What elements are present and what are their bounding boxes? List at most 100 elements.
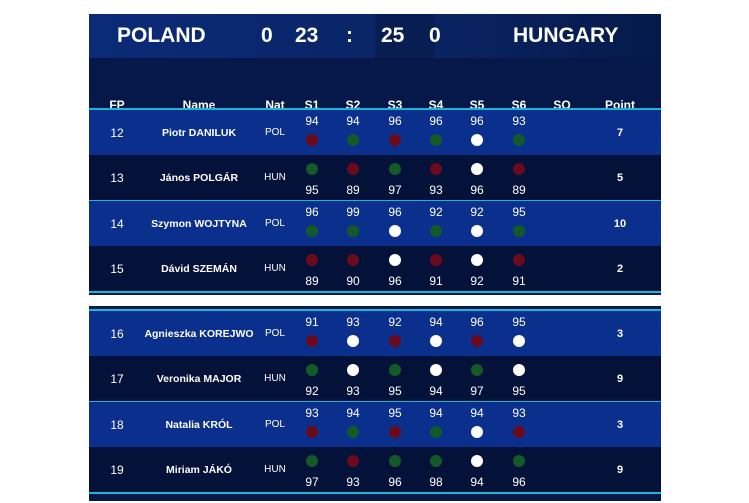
set-result-dot <box>347 335 359 347</box>
set-score: 89 <box>305 274 319 288</box>
set-result-dot <box>471 254 483 266</box>
scoreboard-separator-block <box>375 14 435 58</box>
set-result-dot <box>389 134 401 146</box>
player-name: Veronika MAJOR <box>156 373 242 385</box>
set-result-dot <box>389 364 401 376</box>
table-row: 17 Veronika MAJOR HUN 92 93 95 94 97 95 9 <box>89 356 661 402</box>
set-score: 92 <box>388 315 402 329</box>
set-result-dot <box>306 335 318 347</box>
fp-number: 19 <box>110 463 124 477</box>
set-score: 96 <box>470 315 484 329</box>
top-divider <box>89 309 661 311</box>
set-result-dot <box>471 134 483 146</box>
away-team-name: HUNGARY <box>513 24 619 47</box>
set-score: 93 <box>429 183 443 197</box>
set-score: 93 <box>346 384 360 398</box>
set-result-dot <box>347 163 359 175</box>
home-sets-score: 0 <box>261 24 273 47</box>
table-row: 16 Agnieszka KOREJWO POL 91 93 92 94 96 95 3 <box>89 311 661 357</box>
player-name: Szymon WOJTYNA <box>151 218 247 230</box>
set-score: 95 <box>305 183 319 197</box>
set-score: 95 <box>512 315 526 329</box>
set-score: 93 <box>512 406 526 420</box>
set-score: 93 <box>512 114 526 128</box>
player-name: Natalia KRÓL <box>165 419 233 431</box>
set-result-dot <box>513 163 525 175</box>
set-result-dot <box>306 225 318 237</box>
set-score: 96 <box>429 114 443 128</box>
set-score: 97 <box>470 384 484 398</box>
set-result-dot <box>430 364 442 376</box>
set-result-dot <box>389 455 401 467</box>
set-result-dot <box>389 225 401 237</box>
table-row: 15 Dávid SZEMÁN HUN 89 90 96 91 92 91 2 <box>89 246 661 292</box>
player-points: 2 <box>616 263 624 275</box>
set-result-dot <box>389 163 401 175</box>
nationality: POL <box>264 419 285 430</box>
set-result-dot <box>471 455 483 467</box>
table-row: 19 Miriam JÁKÓ HUN 97 93 96 98 94 96 9 <box>89 447 661 493</box>
set-score: 94 <box>429 384 443 398</box>
set-score: 91 <box>305 315 319 329</box>
set-result-dot <box>430 163 442 175</box>
nationality: HUN <box>264 172 286 183</box>
set-score: 94 <box>305 114 319 128</box>
set-score: 97 <box>388 183 402 197</box>
table-row: 12 Piotr DANILUK POL 94 94 96 96 96 93 7 <box>89 110 661 156</box>
set-score: 96 <box>470 114 484 128</box>
set-result-dot <box>347 426 359 438</box>
results-panel-top: POLAND 0 23 : 25 0 HUNGARY FP Name Nat S… <box>89 14 661 295</box>
set-score: 94 <box>470 475 484 489</box>
fp-number: 12 <box>110 126 124 140</box>
nationality: HUN <box>264 373 286 384</box>
header-divider <box>89 108 661 110</box>
set-score: 94 <box>346 406 360 420</box>
set-score: 92 <box>305 384 319 398</box>
player-points: 7 <box>616 127 624 139</box>
fp-number: 16 <box>110 327 124 341</box>
set-result-dot <box>389 335 401 347</box>
set-result-dot <box>347 364 359 376</box>
set-result-dot <box>471 163 483 175</box>
set-result-dot <box>430 455 442 467</box>
player-name: Piotr DANILUK <box>161 127 237 139</box>
set-score: 92 <box>429 205 443 219</box>
away-sets-score: 0 <box>429 24 441 47</box>
table-row: 14 Szymon WOJTYNA POL 96 99 96 92 92 95 10 <box>89 201 661 247</box>
nationality: HUN <box>264 263 286 274</box>
set-result-dot <box>513 254 525 266</box>
scoreboard: POLAND 0 23 : 25 0 HUNGARY <box>89 14 661 58</box>
set-score: 95 <box>512 384 526 398</box>
nationality: POL <box>264 127 285 138</box>
set-score: 93 <box>346 475 360 489</box>
set-score: 95 <box>512 205 526 219</box>
set-score: 96 <box>388 274 402 288</box>
set-result-dot <box>513 426 525 438</box>
nationality: POL <box>264 218 285 229</box>
player-points: 9 <box>616 373 624 385</box>
set-score: 93 <box>346 315 360 329</box>
set-score: 92 <box>470 274 484 288</box>
row-divider <box>89 492 661 494</box>
nationality: HUN <box>264 464 286 475</box>
set-result-dot <box>430 225 442 237</box>
set-score: 91 <box>429 274 443 288</box>
set-result-dot <box>430 426 442 438</box>
player-name: Miriam JÁKÓ <box>166 464 232 476</box>
player-points: 5 <box>616 172 624 184</box>
set-result-dot <box>471 225 483 237</box>
set-score: 96 <box>470 183 484 197</box>
set-result-dot <box>306 163 318 175</box>
set-score: 96 <box>512 475 526 489</box>
home-team-name: POLAND <box>117 24 206 47</box>
set-result-dot <box>513 455 525 467</box>
fp-number: 18 <box>110 418 124 432</box>
set-result-dot <box>471 335 483 347</box>
set-score: 93 <box>305 406 319 420</box>
table-row: 18 Natalia KRÓL POL 93 94 95 94 94 93 3 <box>89 402 661 448</box>
player-points: 3 <box>616 328 624 340</box>
set-result-dot <box>347 225 359 237</box>
set-score: 91 <box>512 274 526 288</box>
table-row: 13 János POLGÁR HUN 95 89 97 93 96 89 5 <box>89 155 661 201</box>
set-result-dot <box>347 455 359 467</box>
